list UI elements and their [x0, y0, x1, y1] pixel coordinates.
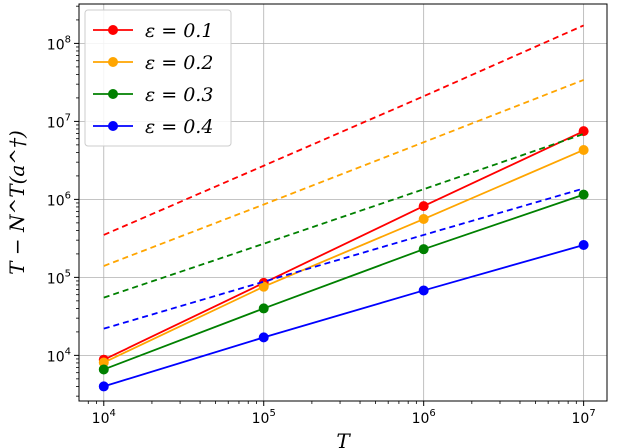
- legend-label: ε = 0.2: [145, 52, 213, 74]
- y-tick-label: 104: [47, 346, 71, 365]
- legend-item: ε = 0.2: [93, 52, 213, 74]
- series-line: [103, 149, 584, 364]
- data-point: [418, 214, 429, 225]
- legend-marker: [108, 121, 118, 131]
- series-line: [103, 193, 584, 371]
- data-point: [98, 381, 109, 392]
- x-axis-label: T: [336, 429, 351, 448]
- y-tick-label: 105: [47, 268, 71, 287]
- data-point: [258, 332, 269, 343]
- data-point: [258, 303, 269, 314]
- legend-marker: [108, 25, 118, 35]
- bound-line: [103, 187, 584, 330]
- legend-label: ε = 0.3: [145, 84, 213, 106]
- data-point: [578, 189, 589, 200]
- x-tick-label: 105: [252, 408, 276, 427]
- data-point: [418, 285, 429, 296]
- data-point: [578, 126, 589, 137]
- legend: ε = 0.1 ε = 0.2 ε = 0.3 ε = 0.4: [84, 9, 232, 147]
- grid: [79, 4, 607, 401]
- y-tick-label: 107: [47, 112, 71, 131]
- x-tick-label: 107: [572, 408, 596, 427]
- legend-item: ε = 0.3: [93, 84, 213, 106]
- y-axis-label: T − N^T(a^†): [5, 130, 29, 275]
- data-point: [98, 357, 109, 368]
- y-tick-label: 108: [47, 34, 71, 53]
- data-point: [578, 240, 589, 251]
- legend-item: ε = 0.1: [93, 20, 213, 42]
- series-line: [103, 130, 585, 361]
- y-tick-label: 106: [47, 190, 71, 209]
- data-point: [578, 144, 589, 155]
- bound-line: [103, 24, 584, 236]
- plot-frame: [78, 3, 608, 402]
- legend-label: ε = 0.4: [145, 116, 213, 138]
- x-tick-label: 106: [412, 408, 436, 427]
- axis-ticks: 104 105 106 107 104 105 106 107 108: [47, 5, 596, 427]
- legend-label: ε = 0.1: [145, 20, 213, 42]
- data-point: [418, 244, 429, 255]
- x-tick-label: 104: [92, 408, 116, 427]
- legend-box: [84, 9, 232, 147]
- legend-marker: [108, 57, 118, 67]
- data-point: [258, 281, 269, 292]
- data-point: [418, 201, 429, 212]
- bound-line: [103, 133, 584, 299]
- data-point: [98, 364, 109, 375]
- series-line: [103, 244, 584, 388]
- legend-marker: [108, 89, 118, 99]
- bound-line: [103, 79, 584, 267]
- plot-series: [98, 24, 589, 392]
- legend-item: ε = 0.4: [93, 116, 213, 138]
